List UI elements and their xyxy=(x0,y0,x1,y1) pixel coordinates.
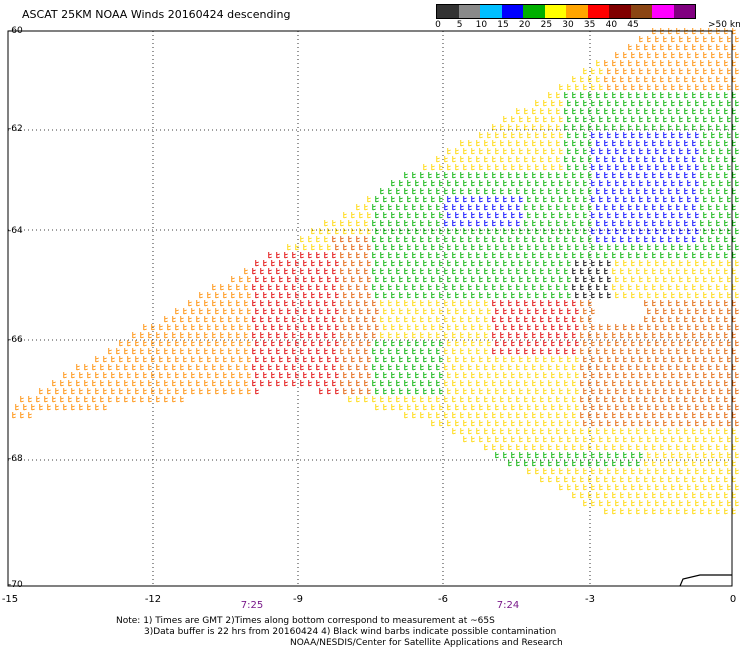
colorbar-label: 20 xyxy=(518,20,531,30)
lat-label: -70 xyxy=(8,580,23,590)
coastline xyxy=(679,574,732,587)
wind-speed-colorbar xyxy=(436,4,696,19)
colorbar-segment xyxy=(609,5,631,18)
lon-label: -15 xyxy=(1,594,19,605)
colorbar-label: 5 xyxy=(456,20,463,30)
lon-label: -9 xyxy=(293,594,303,605)
colorbar-segment xyxy=(630,5,652,18)
lon-label: -12 xyxy=(144,594,162,605)
colorbar-segment xyxy=(437,5,459,18)
colorbar-segment xyxy=(652,5,674,18)
colorbar-segment xyxy=(458,5,480,18)
colorbar-label: 25 xyxy=(540,20,553,30)
colorbar-segment xyxy=(523,5,545,18)
colorbar-labels: 0 5 10 15 20 25 30 35 40 45 >50 knots xyxy=(435,20,740,34)
colorbar-label: 45 xyxy=(627,20,639,30)
lat-lon-grid xyxy=(8,31,732,586)
colorbar-label: 10 xyxy=(475,20,488,30)
wind-barbs xyxy=(12,28,739,515)
colorbar-segment xyxy=(587,5,609,18)
colorbar-segment xyxy=(501,5,523,18)
lon-label: 0 xyxy=(729,594,737,605)
map-title: ASCAT 25KM NOAA Winds 20160424 descendin… xyxy=(22,8,291,21)
lon-label: -6 xyxy=(438,594,448,605)
colorbar-label: 35 xyxy=(583,20,596,30)
colorbar-label: 15 xyxy=(497,20,509,30)
colorbar-label: 30 xyxy=(562,20,574,30)
colorbar-segment xyxy=(566,5,588,18)
note-line-3: NOAA/NESDIS/Center for Satellite Applica… xyxy=(290,638,563,648)
lat-label: -68 xyxy=(8,454,23,464)
colorbar-segment xyxy=(544,5,566,18)
colorbar-label: 0 xyxy=(435,20,441,30)
note-line-1: Note: 1) Times are GMT 2)Times along bot… xyxy=(116,616,495,626)
lat-label: -60 xyxy=(8,26,23,36)
colorbar-label: >50 knots xyxy=(708,20,740,30)
note-line-2: 3)Data buffer is 22 hrs from 20160424 4)… xyxy=(144,627,557,637)
lat-label: -64 xyxy=(8,226,23,236)
time-label: 7:25 xyxy=(240,600,264,611)
lat-label: -62 xyxy=(8,124,23,134)
colorbar-segment xyxy=(480,5,502,18)
colorbar-label: 40 xyxy=(605,20,618,30)
lon-label: -3 xyxy=(585,594,595,605)
lat-label: -66 xyxy=(8,335,23,345)
time-label: 7:24 xyxy=(496,600,520,611)
colorbar-segment xyxy=(673,5,695,18)
map-frame xyxy=(7,30,733,587)
